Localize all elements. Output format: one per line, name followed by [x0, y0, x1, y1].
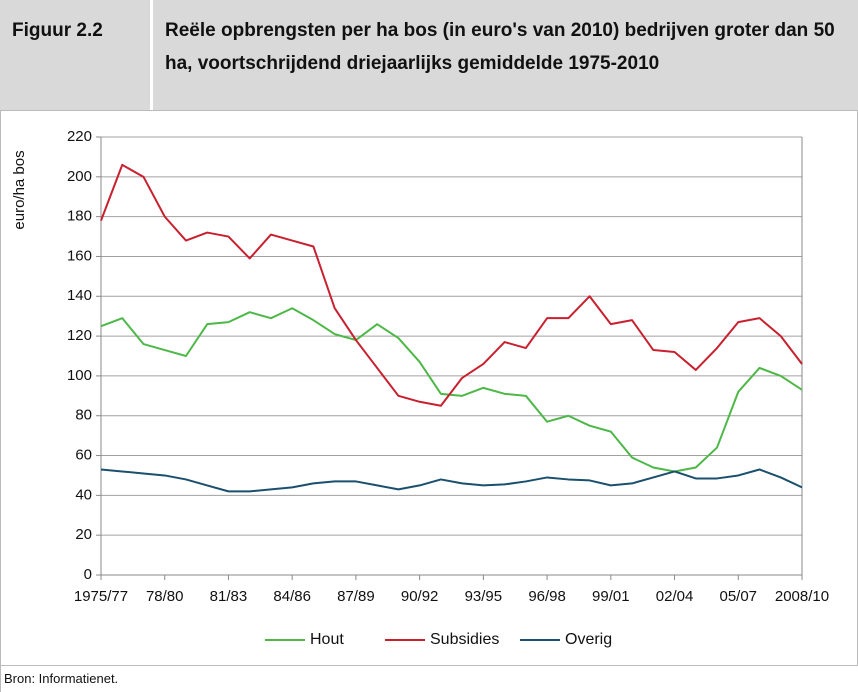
x-tick-label: 1975/77 — [74, 588, 128, 605]
y-tick-label: 140 — [67, 287, 92, 304]
source-note: Bron: Informatienet. — [4, 671, 119, 686]
legend-label: Hout — [310, 631, 344, 648]
x-tick-label: 2008/10 — [775, 588, 829, 605]
y-tick-label: 180 — [67, 208, 92, 225]
x-tick-label: 02/04 — [656, 588, 694, 605]
x-tick-label: 84/86 — [273, 588, 311, 605]
x-tick-label: 87/89 — [337, 588, 375, 605]
chart-title: Reële opbrengsten per ha bos (in euro's … — [165, 20, 835, 74]
series-line — [100, 307, 803, 473]
y-tick-label: 220 — [67, 128, 92, 145]
x-tick-label: 05/07 — [719, 588, 757, 605]
series-line — [100, 468, 803, 493]
x-tick-label: 78/80 — [146, 588, 184, 605]
y-tick-label: 40 — [75, 486, 92, 503]
x-tick-label: 96/98 — [528, 588, 566, 605]
series-line — [100, 163, 803, 407]
y-tick-label: 100 — [67, 367, 92, 384]
legend-label: Overig — [565, 631, 612, 648]
figure-number: Figuur 2.2 — [12, 20, 103, 41]
legend-label: Subsidies — [430, 631, 499, 648]
x-tick-label: 81/83 — [210, 588, 248, 605]
chart-frame — [0, 110, 858, 666]
x-tick-label: 90/92 — [401, 588, 439, 605]
y-tick-label: 60 — [75, 447, 92, 464]
y-tick-label: 80 — [75, 407, 92, 424]
y-tick-label: 160 — [67, 247, 92, 264]
header-figure-cell: Figuur 2.2 — [0, 0, 150, 110]
x-tick-label: 93/95 — [465, 588, 503, 605]
y-axis-label: euro/ha bos — [11, 150, 28, 229]
y-tick-label: 120 — [67, 327, 92, 344]
header-title-cell: Reële opbrengsten per ha bos (in euro's … — [153, 0, 858, 110]
y-tick-label: 0 — [84, 566, 92, 583]
x-tick-label: 99/01 — [592, 588, 630, 605]
y-tick-label: 20 — [75, 526, 92, 543]
y-tick-label: 200 — [67, 168, 92, 185]
